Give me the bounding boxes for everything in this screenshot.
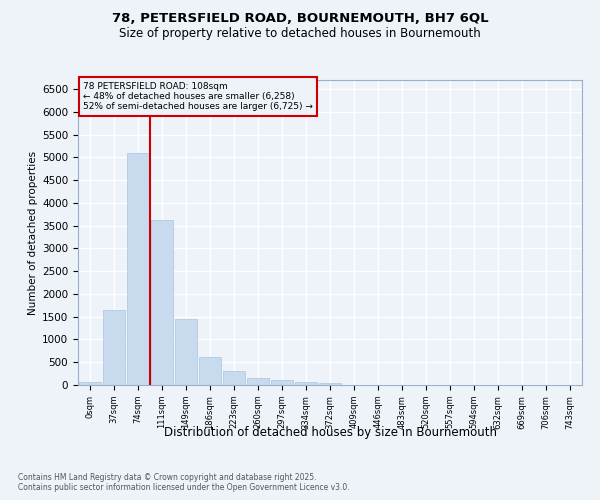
Y-axis label: Number of detached properties: Number of detached properties [28, 150, 38, 314]
Text: Contains HM Land Registry data © Crown copyright and database right 2025.
Contai: Contains HM Land Registry data © Crown c… [18, 472, 350, 492]
Bar [271, 380, 293, 385]
Bar [295, 382, 317, 385]
Text: Distribution of detached houses by size in Bournemouth: Distribution of detached houses by size … [163, 426, 497, 439]
Bar [199, 357, 221, 385]
Bar [151, 220, 173, 385]
Bar [223, 371, 245, 385]
Bar [103, 310, 125, 385]
Bar [127, 153, 149, 385]
Bar [319, 383, 341, 385]
Text: Size of property relative to detached houses in Bournemouth: Size of property relative to detached ho… [119, 28, 481, 40]
Bar [247, 378, 269, 385]
Bar [175, 320, 197, 385]
Bar [79, 382, 101, 385]
Text: 78, PETERSFIELD ROAD, BOURNEMOUTH, BH7 6QL: 78, PETERSFIELD ROAD, BOURNEMOUTH, BH7 6… [112, 12, 488, 26]
Text: 78 PETERSFIELD ROAD: 108sqm
← 48% of detached houses are smaller (6,258)
52% of : 78 PETERSFIELD ROAD: 108sqm ← 48% of det… [83, 82, 313, 112]
